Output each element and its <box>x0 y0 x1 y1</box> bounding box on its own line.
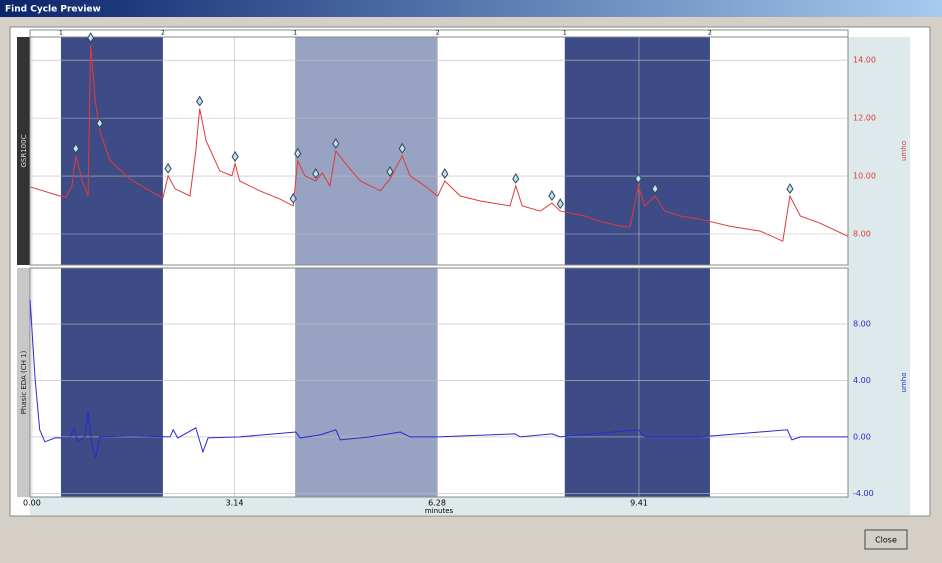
region-end-label: 2 <box>708 30 712 37</box>
trace <box>29 299 848 459</box>
region-end-label: 2 <box>161 30 165 37</box>
region-end-label: 2 <box>436 30 440 37</box>
region <box>564 268 710 497</box>
region-start-label: 1 <box>59 30 63 37</box>
x-axis-area <box>30 497 910 515</box>
peak-marker <box>332 137 340 149</box>
peak-marker <box>294 147 302 159</box>
region <box>60 268 163 497</box>
peak-marker <box>72 142 80 154</box>
peak-marker <box>651 183 659 194</box>
peak-marker <box>512 172 520 184</box>
peak-marker <box>312 168 320 179</box>
region <box>295 268 438 497</box>
channel-label: Phasic EDA (CH 1) <box>20 350 28 414</box>
panel-border <box>29 267 849 498</box>
title-bar <box>0 0 942 17</box>
x-axis-label: minutes <box>425 507 454 515</box>
region <box>295 37 438 265</box>
close-label[interactable]: Close <box>875 536 897 545</box>
peak-marker <box>441 168 449 179</box>
peak-marker <box>548 190 556 201</box>
y-tick-label: 4.00 <box>853 376 871 385</box>
channel-strip <box>17 268 30 497</box>
y-tick-label: 8.00 <box>853 230 871 239</box>
unit-label: umho <box>900 373 908 393</box>
frame <box>9 26 931 517</box>
peak-marker <box>196 95 204 107</box>
region-start-label: 1 <box>563 30 567 37</box>
peak-marker <box>386 165 394 177</box>
region <box>564 37 710 265</box>
x-tick-label: 3.14 <box>226 499 244 508</box>
peak-marker <box>556 198 564 209</box>
peak-marker <box>164 162 172 174</box>
peak-marker <box>289 192 297 204</box>
plot: 1 2 1 2 1 2 0.00 3.14 6.28 9.41 minutes 8.00 10.00 12… <box>20 29 908 515</box>
x-tick-label: 0.00 <box>23 499 41 508</box>
x-tick-label: 6.28 <box>428 499 446 508</box>
trace <box>29 45 849 242</box>
region-start-label: 1 <box>293 30 297 37</box>
panel-border <box>29 36 849 266</box>
x-tick-label: 9.41 <box>630 499 648 508</box>
y-tick-label: 14.00 <box>853 56 876 65</box>
peak-marker <box>87 32 95 43</box>
y-tick-label: 10.00 <box>853 172 876 181</box>
channel-strip <box>17 37 30 265</box>
right-axis-area <box>848 37 910 497</box>
unit-label: umho <box>900 141 908 161</box>
region <box>60 37 163 265</box>
peak-marker <box>786 183 794 194</box>
peak-marker <box>398 142 406 154</box>
peak-marker <box>231 150 239 162</box>
window-title: Find Cycle Preview <box>5 5 101 15</box>
peak-marker <box>634 172 642 184</box>
y-tick-label: 8.00 <box>853 320 871 329</box>
channel-label: GSR100C <box>20 134 28 167</box>
peak-marker <box>96 117 104 129</box>
y-tick-label: -4.00 <box>853 489 874 498</box>
close-button[interactable] <box>864 529 908 550</box>
y-tick-label: 0.00 <box>853 432 871 441</box>
y-tick-label: 12.00 <box>853 114 876 123</box>
